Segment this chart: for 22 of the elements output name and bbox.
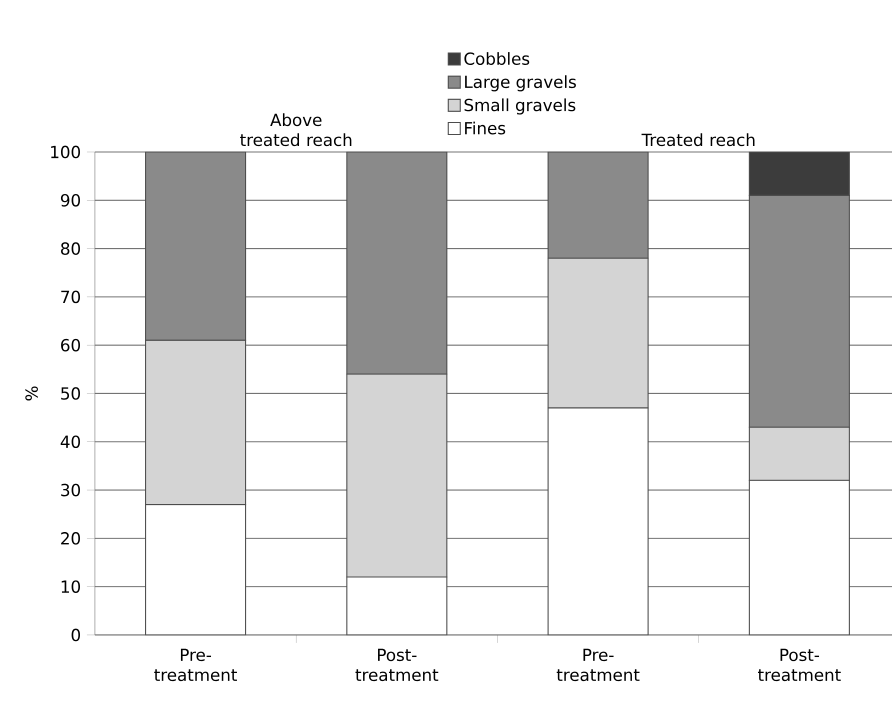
- y-tick-label: 50: [61, 387, 80, 400]
- y-tick-label: 20: [61, 532, 80, 545]
- y-axis-title: %: [25, 386, 38, 400]
- text: Above treated reach: [240, 113, 352, 146]
- y-tick-label: 40: [60, 435, 80, 448]
- x-tick-label: Pre-treatment: [556, 648, 640, 682]
- legend-label: Small gravels: [464, 98, 576, 115]
- legend-label: Cobbles: [464, 52, 530, 66]
- y-tick-label: 10: [62, 580, 80, 593]
- x-tick-label: Post-treatment: [758, 648, 841, 682]
- x-tick-label: Pre-treatment: [154, 648, 237, 682]
- y-tick-label: 30: [61, 484, 80, 496]
- text: Treated reach: [642, 133, 754, 146]
- y-tick-label: 70: [61, 290, 80, 304]
- y-tick-label: 0: [72, 628, 80, 642]
- legend-label: Large gravels: [465, 75, 576, 92]
- y-tick-label: 60: [61, 338, 80, 352]
- x-tick-label: Post-treatment: [355, 648, 438, 682]
- y-tick-label: 100: [51, 146, 80, 158]
- legend-label: Fines: [465, 122, 506, 134]
- y-tick-label: 80: [61, 242, 80, 255]
- y-tick-label: 90: [60, 194, 80, 207]
